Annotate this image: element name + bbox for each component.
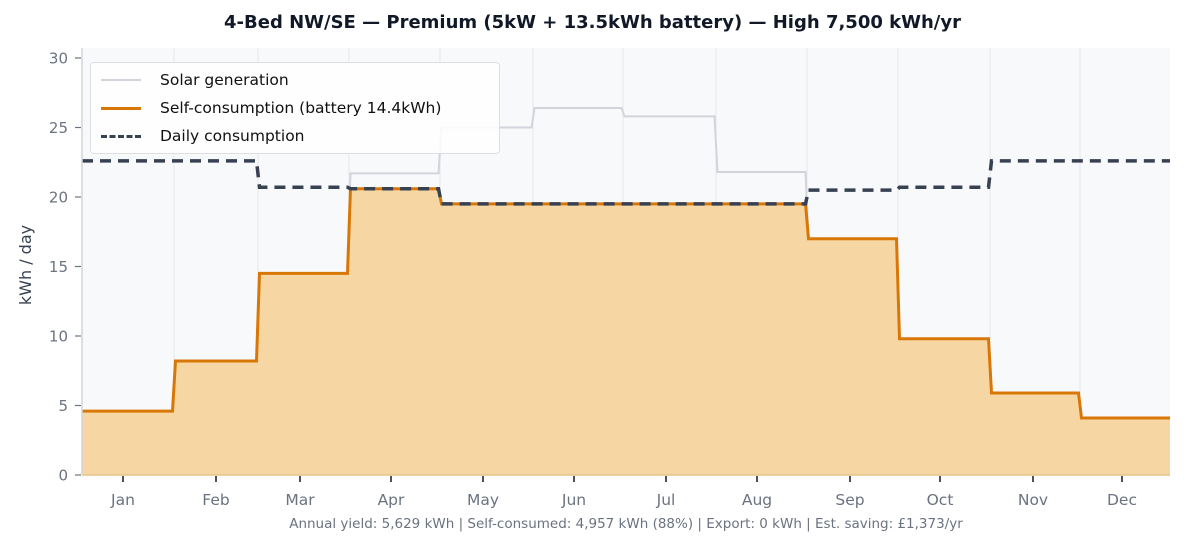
chart-title: 4-Bed NW/SE — Premium (5kW + 13.5kWh bat… bbox=[224, 12, 961, 33]
y-tick-label: 30 bbox=[49, 50, 68, 68]
x-tick-label: Aug bbox=[742, 491, 772, 509]
x-tick-label: Jun bbox=[561, 491, 586, 509]
legend-label: Daily consumption bbox=[160, 127, 305, 145]
consumption-swatch-icon bbox=[101, 134, 141, 138]
legend-item-solar: Solar generation bbox=[101, 68, 289, 92]
solar-swatch-icon bbox=[101, 79, 141, 81]
y-axis-label: kWh / day bbox=[16, 225, 35, 305]
x-tick-label: Apr bbox=[378, 491, 405, 509]
y-tick-label: 0 bbox=[58, 467, 68, 485]
x-tick-label: May bbox=[467, 491, 499, 509]
self-consumption-fill bbox=[82, 188, 1170, 475]
x-tick-label: Oct bbox=[927, 491, 954, 509]
y-tick-label: 20 bbox=[49, 189, 68, 207]
y-tick-label: 15 bbox=[49, 258, 68, 276]
x-tick-label: Feb bbox=[202, 491, 229, 509]
x-tick-label: Jan bbox=[110, 491, 135, 509]
y-axis-ticks: 0 5 10 15 20 25 30 bbox=[49, 50, 81, 485]
legend-label: Solar generation bbox=[160, 71, 289, 89]
daily-consumption-line bbox=[82, 159, 1170, 206]
x-tick-label: Sep bbox=[835, 491, 864, 509]
x-tick-label: Mar bbox=[285, 491, 315, 509]
legend-item-self-consumption: Self-consumption (battery 14.4kWh) bbox=[101, 96, 441, 120]
legend-label: Self-consumption (battery 14.4kWh) bbox=[160, 99, 442, 117]
self-consumption-swatch-icon bbox=[101, 106, 141, 110]
y-tick-label: 25 bbox=[49, 119, 68, 137]
y-tick-label: 10 bbox=[49, 328, 68, 346]
summary-footer: Annual yield: 5,629 kWh | Self-consumed:… bbox=[289, 516, 963, 532]
x-tick-label: Nov bbox=[1018, 491, 1048, 509]
legend-item-consumption: Daily consumption bbox=[101, 124, 305, 148]
x-tick-label: Jul bbox=[656, 491, 676, 509]
x-tick-label: Dec bbox=[1107, 491, 1137, 509]
y-tick-label: 5 bbox=[58, 397, 68, 415]
legend: Solar generation Self-consumption (batte… bbox=[90, 62, 500, 154]
x-axis-ticks: Jan Feb Mar Apr May Jun Jul Aug Sep Oct Nov Dec bbox=[110, 476, 1137, 509]
